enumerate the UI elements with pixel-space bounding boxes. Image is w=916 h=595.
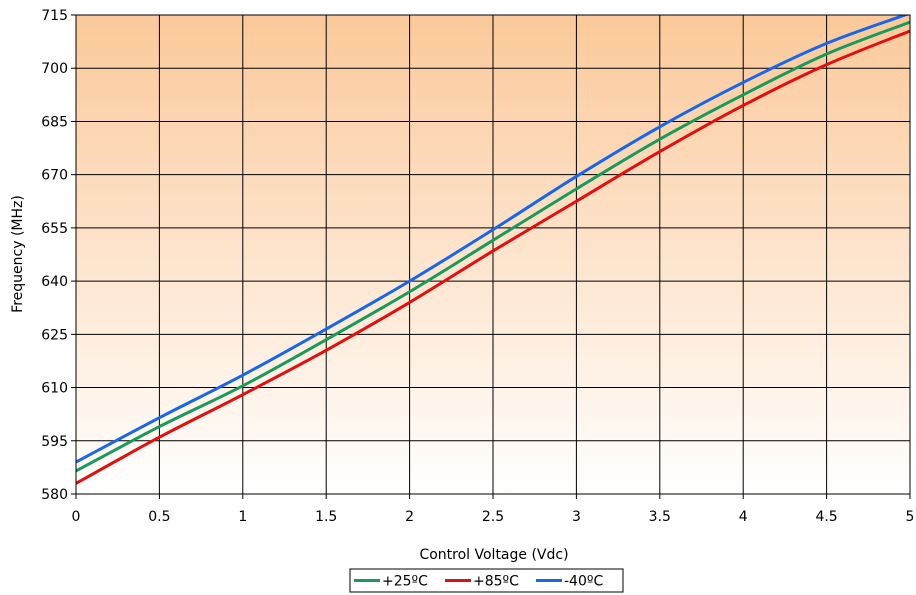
series-line-0: [76, 20, 910, 473]
x-tick-label: 0: [72, 509, 81, 525]
y-tick-label: 595: [41, 434, 68, 450]
legend-label: -40ºC: [564, 574, 603, 590]
y-axis-title: Frequency (MHz): [10, 195, 26, 313]
y-tick-label: 610: [41, 381, 68, 397]
y-tick-label: 670: [41, 168, 68, 184]
y-tick-label: 655: [41, 221, 68, 237]
legend: +25ºC +85ºC -40ºC: [349, 568, 624, 593]
x-tick-label: 4.5: [815, 509, 837, 525]
x-tick-label: 0.5: [148, 509, 170, 525]
series-line-2: [76, 15, 910, 464]
x-tick-label: 2: [405, 509, 414, 525]
legend-box: [349, 568, 624, 593]
legend-label: +85ºC: [473, 574, 519, 590]
x-axis-ticks: 0 0.5 1 1.5 2 2.5 3 3.5 4 4.5 5: [72, 494, 915, 525]
x-tick-label: 3.5: [649, 509, 671, 525]
x-tick-label: 3: [572, 509, 581, 525]
series-lines: [76, 15, 910, 485]
x-axis-title: Control Voltage (Vdc): [419, 547, 568, 563]
y-tick-label: 700: [41, 61, 68, 77]
y-tick-label: 715: [41, 8, 68, 24]
x-tick-label: 2.5: [482, 509, 504, 525]
y-axis-ticks: 580 595 610 625 640 655 670 685 700 715: [41, 8, 76, 503]
y-tick-label: 580: [41, 487, 68, 503]
x-tick-label: 4: [739, 509, 748, 525]
legend-label: +25ºC: [382, 574, 428, 590]
y-tick-label: 625: [41, 327, 68, 343]
series-line-1: [76, 29, 910, 485]
x-tick-label: 5: [906, 509, 915, 525]
x-tick-label: 1: [238, 509, 247, 525]
y-tick-label: 685: [41, 114, 68, 130]
y-tick-label: 640: [41, 274, 68, 290]
x-tick-label: 1.5: [315, 509, 337, 525]
